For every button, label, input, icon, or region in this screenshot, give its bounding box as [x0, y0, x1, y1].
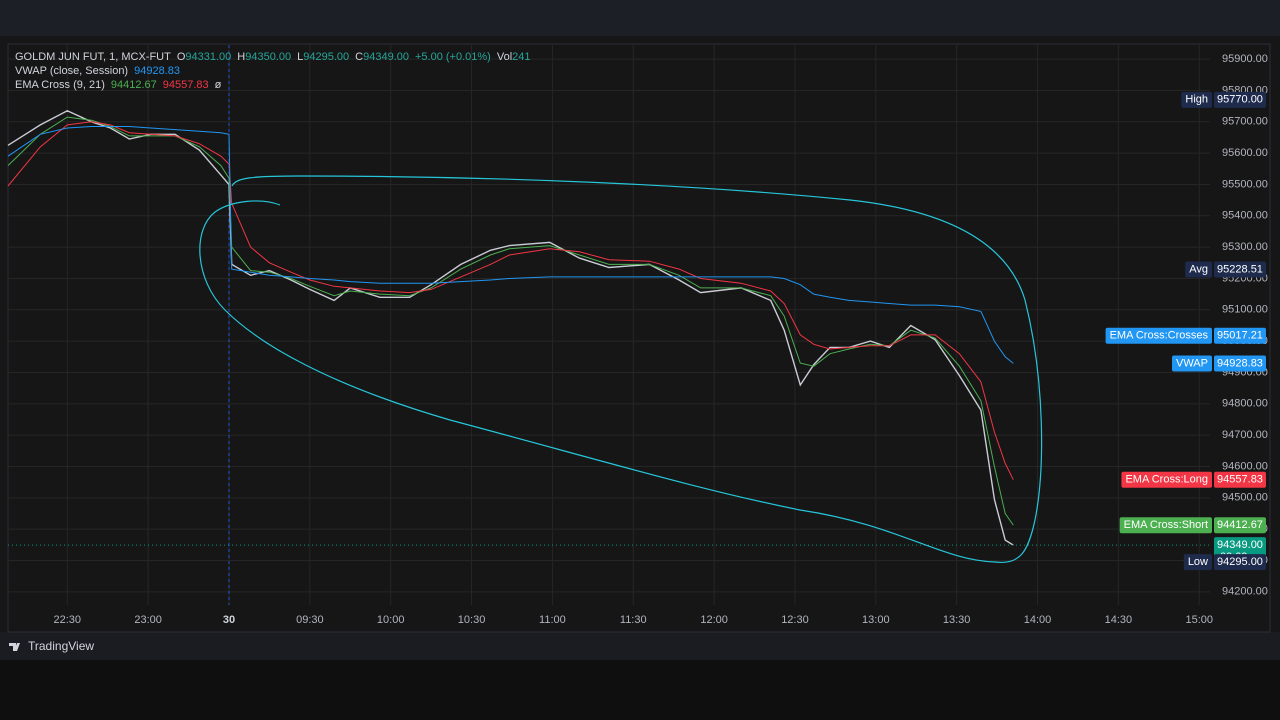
y-tick-label: 95300.00 — [1222, 241, 1268, 253]
x-tick-label: 23:00 — [134, 614, 162, 626]
x-tick-label: 11:00 — [539, 614, 566, 626]
marker-name: Avg — [1189, 263, 1208, 275]
marker-name: EMA Cross:Crosses — [1110, 330, 1209, 342]
y-tick-label: 95700.00 — [1222, 116, 1268, 128]
marker-value-box — [1214, 471, 1266, 488]
legend-text: 94349.00 — [363, 51, 409, 63]
axes: 94200.0094300.0094400.0094500.0094600.00… — [54, 53, 1268, 626]
x-tick-label: 14:30 — [1105, 614, 1133, 626]
y-tick-label: 95600.00 — [1222, 147, 1268, 159]
series-line — [7, 121, 1014, 480]
y-tick-label: 95900.00 — [1222, 53, 1268, 65]
marker-name-box — [1121, 471, 1212, 488]
marker-value: 95017.21 — [1217, 330, 1263, 342]
legend-text: H — [237, 51, 245, 63]
series-line — [7, 126, 1014, 364]
marker-value-box — [1214, 261, 1266, 278]
y-tick-label: 95400.00 — [1222, 210, 1268, 222]
marker-name: EMA Cross:Short — [1124, 519, 1208, 531]
marker-name: EMA Cross:Long — [1125, 474, 1208, 486]
marker-name-box — [1119, 517, 1212, 534]
legend-text: VWAP (close, Session) — [15, 65, 128, 77]
legend-text: ø — [215, 79, 222, 91]
marker-value-box — [1214, 327, 1266, 344]
marker-value: 94557.83 — [1217, 474, 1263, 486]
x-tick-label: 13:30 — [943, 614, 971, 626]
legend-text: C — [355, 51, 363, 63]
marker-name-box — [1185, 261, 1212, 278]
marker-name: VWAP — [1176, 357, 1208, 369]
brand-logo — [9, 643, 20, 651]
marker-value: 94928.83 — [1217, 357, 1263, 369]
y-tick-label: 94500.00 — [1222, 492, 1268, 504]
marker-value-box — [1214, 517, 1266, 534]
legend-header: GOLDM JUN FUT, 1, MCX-FUT O 94331.00 H 94350… — [15, 51, 531, 91]
x-tick-label: 10:00 — [377, 614, 405, 626]
brand: TradingView — [9, 639, 94, 653]
x-tick-label: 12:30 — [781, 614, 809, 626]
marker-value: 95770.00 — [1217, 94, 1263, 106]
y-tick-label: 94200.00 — [1222, 586, 1268, 598]
legend-text: 94295.00 — [303, 51, 349, 63]
y-tick-label: 94600.00 — [1222, 460, 1268, 472]
marker-name: Low — [1188, 556, 1208, 568]
chart-frame — [7, 43, 1271, 633]
marker-name: High — [1185, 94, 1208, 106]
legend-text: 94412.67 — [111, 79, 157, 91]
x-tick-label: 10:30 — [458, 614, 486, 626]
marker-name-box — [1183, 554, 1212, 571]
y-tick-label: 94800.00 — [1222, 398, 1268, 410]
marker-value-box — [1214, 554, 1266, 571]
x-tick-label: 09:30 — [296, 614, 324, 626]
legend-text: 241 — [512, 51, 530, 63]
x-tick-label: 11:30 — [620, 614, 647, 626]
x-tick-label: 22:30 — [54, 614, 82, 626]
brand-name: TradingView — [28, 639, 94, 653]
marker-value-box — [1214, 355, 1266, 372]
x-tick-label: 13:00 — [862, 614, 890, 626]
marker-value: 94412.67 — [1217, 519, 1263, 531]
legend-text: GOLDM JUN FUT, 1, MCX-FUT — [15, 51, 171, 63]
marker-name-box — [1172, 355, 1212, 372]
legend-text: EMA Cross (9, 21) — [15, 79, 105, 91]
y-tick-label: 95500.00 — [1222, 178, 1268, 190]
y-tick-label: 95100.00 — [1222, 304, 1268, 316]
marker-value-box — [1214, 91, 1266, 108]
x-tick-label: 30 — [223, 614, 235, 626]
y-tick-label: 94700.00 — [1222, 429, 1268, 441]
legend-text: L — [297, 51, 303, 63]
top-bar — [0, 0, 1280, 36]
series-line — [7, 116, 1014, 526]
legend-text: O — [177, 51, 186, 63]
marker-value: 94295.00 — [1217, 556, 1263, 568]
marker-name-box — [1105, 327, 1212, 344]
legend-text: 94557.83 — [163, 79, 209, 91]
series — [7, 110, 1210, 546]
last-price-label: 94349.00 — [1217, 539, 1263, 551]
series-line — [7, 110, 1014, 546]
marker-name-box — [1181, 91, 1212, 108]
legend-text: 94928.83 — [134, 65, 180, 77]
legend-text: Vol — [497, 51, 512, 63]
grid — [8, 45, 1210, 605]
chart-background — [0, 36, 1280, 660]
legend-text: 94350.00 — [245, 51, 291, 63]
legend-text: 94331.00 — [185, 51, 231, 63]
x-tick-label: 12:00 — [700, 614, 728, 626]
legend-text: +5.00 (+0.01%) — [415, 51, 491, 63]
bottom-bar — [0, 632, 1280, 660]
x-tick-label: 14:00 — [1024, 614, 1052, 626]
drawing-annotation — [199, 175, 1043, 564]
x-tick-label: 15:00 — [1185, 614, 1213, 626]
marker-value: 95228.51 — [1217, 263, 1263, 275]
